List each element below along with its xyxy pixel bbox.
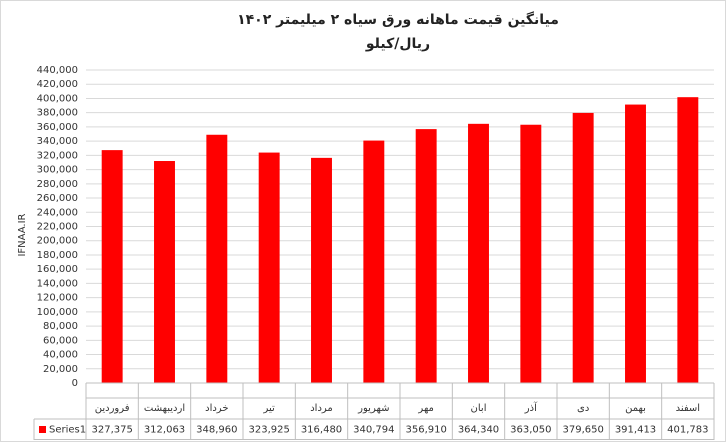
data-label: 364,340: [458, 425, 499, 436]
y-tick-label: 140,000: [37, 278, 78, 289]
bar: [625, 104, 646, 384]
x-tick-label: آذر: [524, 401, 538, 414]
chart-subtitle: ریال/کیلو: [365, 36, 430, 52]
x-tick-label: خرداد: [205, 403, 228, 414]
bar: [677, 97, 699, 383]
y-axis-label: IFNAA.IR: [17, 213, 28, 256]
x-tick-label: ابان: [471, 403, 487, 414]
y-tick-label: 380,000: [37, 108, 78, 119]
data-label: 379,650: [562, 425, 603, 436]
y-tick-label: 40,000: [43, 350, 78, 361]
x-tick-label: شهریور: [357, 403, 389, 414]
bar: [468, 123, 489, 383]
bar: [206, 134, 228, 383]
bar: [363, 140, 385, 383]
y-tick-label: 300,000: [37, 165, 78, 176]
y-tick-label: 240,000: [37, 207, 78, 218]
bar: [415, 129, 437, 383]
data-label: 323,925: [248, 425, 289, 436]
y-tick-label: 180,000: [37, 250, 78, 261]
data-label: 348,960: [196, 425, 237, 436]
y-tick-label: 420,000: [37, 79, 78, 90]
x-tick-label: مرداد: [310, 403, 333, 414]
data-label: 363,050: [510, 425, 551, 436]
bar: [311, 157, 332, 383]
y-tick-label: 400,000: [37, 93, 78, 104]
y-tick-label: 340,000: [37, 136, 78, 147]
x-tick-label: فروردین: [95, 403, 130, 414]
data-label: 312,063: [144, 425, 185, 436]
y-tick-label: 20,000: [43, 364, 78, 375]
data-label: 401,783: [667, 425, 708, 436]
legend-label: Series1: [49, 425, 86, 436]
y-tick-label: 100,000: [37, 307, 78, 318]
data-label: 391,413: [615, 425, 656, 436]
y-tick-label: 280,000: [37, 179, 78, 190]
bar: [154, 161, 175, 383]
x-tick-label: مهر: [417, 403, 433, 414]
bar: [520, 124, 542, 383]
y-tick-label: 160,000: [37, 264, 78, 275]
data-label: 356,910: [405, 425, 446, 436]
y-tick-label: 260,000: [37, 193, 78, 204]
x-tick-label: دی: [577, 403, 589, 414]
chart-title: میانگین قیمت ماهانه ورق سیاه ۲ میلیمتر ۱…: [237, 11, 559, 28]
y-tick-label: 60,000: [43, 335, 78, 346]
y-tick-label: 440,000: [37, 65, 78, 76]
x-tick-label: اسفند: [676, 403, 700, 414]
y-tick-label: 0: [72, 378, 78, 389]
data-label: 340,794: [353, 425, 394, 436]
bar: [258, 152, 280, 383]
y-tick-label: 200,000: [37, 236, 78, 247]
y-tick-label: 80,000: [43, 321, 78, 332]
y-tick-label: 220,000: [37, 222, 78, 233]
data-label: 327,375: [91, 425, 132, 436]
x-tick-label: اردیبهشت: [144, 403, 185, 414]
y-tick-label: 320,000: [37, 150, 78, 161]
x-tick-label: تیر: [263, 403, 276, 414]
y-tick-label: 360,000: [37, 122, 78, 133]
bar: [101, 150, 123, 383]
legend-key: [39, 426, 46, 433]
x-tick-label: بهمن: [625, 403, 646, 414]
data-label: 316,480: [301, 425, 342, 436]
y-tick-label: 120,000: [37, 293, 78, 304]
bar: [572, 112, 594, 384]
